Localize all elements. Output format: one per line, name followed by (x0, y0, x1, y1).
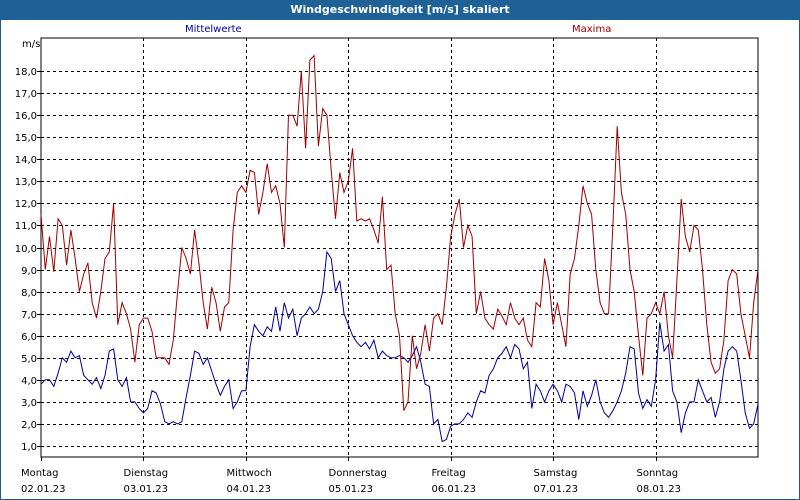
y-tick-label: 10,0 (15, 244, 37, 255)
x-tick-day-label: Sonntag (637, 468, 679, 479)
x-tick-date-label: 04.01.23 (227, 484, 272, 495)
y-tick-label: 4,0 (21, 376, 37, 387)
x-tick-date-label: 05.01.23 (329, 484, 374, 495)
x-tick-day-label: Mittwoch (227, 468, 272, 479)
x-tick-day-label: Donnerstag (329, 468, 387, 479)
y-tick-label: 16,0 (15, 111, 37, 122)
legend-maxima: Maxima (572, 24, 612, 35)
y-tick-label: 11,0 (15, 221, 37, 232)
y-tick-label: 5,0 (21, 354, 37, 365)
y-tick-label: 6,0 (21, 332, 37, 343)
y-axis-unit: m/s (22, 39, 41, 50)
y-tick-label: 14,0 (15, 155, 37, 166)
legend-mittelwerte: Mittelwerte (185, 24, 242, 35)
x-tick-date-label: 08.01.23 (637, 484, 682, 495)
plot-area (40, 37, 759, 458)
y-tick-label: 9,0 (21, 266, 37, 277)
y-tick-label: 15,0 (15, 133, 37, 144)
y-tick-label: 17,0 (15, 89, 37, 100)
y-tick-label: 13,0 (15, 177, 37, 188)
y-tick-label: 3,0 (21, 398, 37, 409)
y-tick-label: 12,0 (15, 199, 37, 210)
series-line-mittelwerte (40, 250, 759, 443)
y-tick-label: 7,0 (21, 310, 37, 321)
x-tick-date-label: 07.01.23 (534, 484, 579, 495)
x-tick-date-label: 06.01.23 (432, 484, 477, 495)
x-tick-day-label: Dienstag (124, 468, 169, 479)
series-line-maxima (40, 54, 759, 411)
y-tick-label: 2,0 (21, 420, 37, 431)
y-tick-label: 8,0 (21, 288, 37, 299)
x-tick-day-label: Montag (21, 468, 58, 479)
chart-title: Windgeschwindigkeit [m/s] skaliert (0, 0, 800, 20)
y-tick-label: 18,0 (15, 67, 37, 78)
x-tick-date-label: 03.01.23 (124, 484, 169, 495)
x-tick-day-label: Samstag (534, 468, 578, 479)
x-tick-day-label: Freitag (432, 468, 466, 479)
x-tick-date-label: 02.01.23 (21, 484, 66, 495)
y-tick-label: 1,0 (21, 442, 37, 453)
